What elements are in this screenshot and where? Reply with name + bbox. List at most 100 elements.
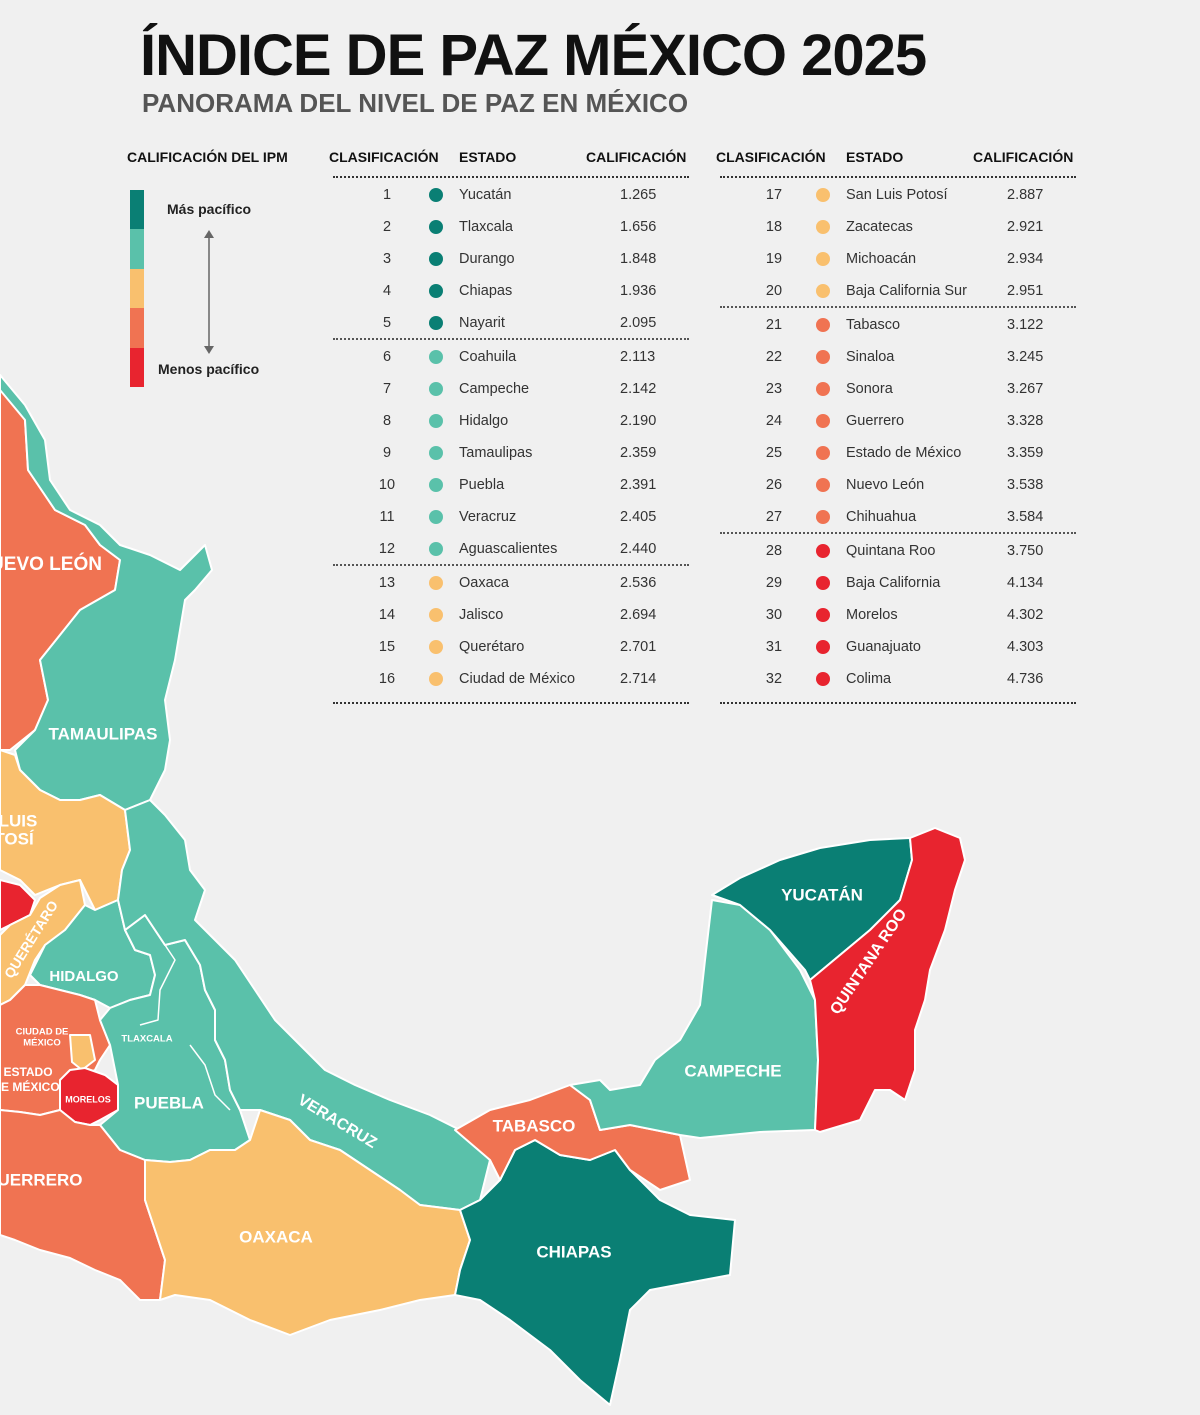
state-name: Yucatán (459, 187, 512, 203)
map-label-cdmx-2: MÉXICO (23, 1038, 60, 1049)
legend-color-scale (130, 190, 144, 387)
state-score: 2.536 (620, 575, 657, 591)
map-inner-boundary (139, 944, 176, 1026)
state-name: Sinaloa (846, 349, 895, 365)
tier-dot-icon (816, 220, 830, 234)
table-top-rule (333, 176, 689, 178)
state-score: 1.265 (620, 187, 657, 203)
tier-dot-icon (429, 220, 443, 234)
tier-dot-icon (816, 510, 830, 524)
ranking-row: 9 Tamaulipas 2.359 (333, 436, 689, 468)
rank-number: 23 (765, 381, 783, 397)
header-score: CALIFICACIÓN (973, 149, 1074, 165)
rank-number: 12 (378, 541, 396, 557)
state-score: 3.750 (1007, 543, 1044, 559)
ranking-row: 26 Nuevo León 3.538 (720, 468, 1076, 500)
tier-dot-icon (429, 478, 443, 492)
map-label-edomex-2: DE MÉXICO (0, 1079, 60, 1094)
tier-dot-icon (429, 640, 443, 654)
rank-number: 29 (765, 575, 783, 591)
rank-number: 15 (378, 639, 396, 655)
ranking-rows: 1 Yucatán 1.265 2 Tlaxcala 1.656 3 Durango 1.848… (333, 178, 689, 694)
rank-number: 27 (765, 509, 783, 525)
tier-dot-icon (429, 510, 443, 524)
rank-number: 28 (765, 543, 783, 559)
state-name: Baja California (846, 575, 941, 591)
rank-number: 32 (765, 671, 783, 687)
rank-number: 6 (382, 349, 392, 365)
state-score: 2.714 (620, 671, 657, 687)
state-score: 4.134 (1007, 575, 1044, 591)
state-score: 2.113 (620, 349, 656, 365)
map-label-san-luis-potosi-2: TOSÍ (0, 829, 35, 848)
ranking-table-header: CLASIFICACIÓN ESTADO CALIFICACIÓN (716, 148, 1076, 176)
header-state: ESTADO (459, 149, 517, 165)
tier-dot-icon (816, 252, 830, 266)
header-rank: CLASIFICACIÓN (716, 149, 826, 165)
map-label-guerrero: UERRERO (0, 1170, 83, 1189)
state-score: 3.122 (1007, 317, 1044, 333)
tier-dot-icon (816, 414, 830, 428)
state-score: 2.921 (1007, 219, 1044, 235)
state-score: 4.736 (1007, 671, 1044, 687)
ranking-row: 4 Chiapas 1.936 (333, 274, 689, 306)
map-label-san-luis-potosi-1: LUIS (0, 811, 37, 830)
tier-dot-icon (816, 608, 830, 622)
header-state: ESTADO (846, 149, 904, 165)
legend-swatch-2 (130, 229, 144, 269)
ranking-row: 27 Chihuahua 3.584 (720, 500, 1076, 532)
state-name: Guanajuato (846, 639, 921, 655)
state-name: Hidalgo (459, 413, 509, 429)
state-name: Zacatecas (846, 219, 913, 235)
legend-swatch-5 (130, 347, 144, 387)
tier-dot-icon (429, 284, 443, 298)
state-name: Nayarit (459, 315, 505, 331)
state-score: 2.391 (620, 477, 657, 493)
ranking-table-right: CLASIFICACIÓN ESTADO CALIFICACIÓN 17 San … (716, 148, 1076, 704)
state-name: Chiapas (459, 283, 513, 299)
table-bottom-rule (333, 702, 689, 704)
state-name: San Luis Potosí (846, 187, 948, 203)
tier-dot-icon (429, 608, 443, 622)
rank-number: 10 (378, 477, 396, 493)
state-score: 1.656 (620, 219, 657, 235)
rank-number: 19 (765, 251, 783, 267)
map-label-morelos: MORELOS (65, 1094, 111, 1104)
map-inner-boundary-2 (189, 1044, 231, 1111)
state-score: 2.440 (620, 541, 657, 557)
legend-swatch-1 (130, 190, 144, 230)
map-label-tamaulipas: TAMAULIPAS (49, 724, 158, 743)
ranking-row: 6 Coahuila 2.113 (333, 338, 689, 372)
tier-dot-icon (429, 672, 443, 686)
table-bottom-rule (720, 702, 1076, 704)
table-top-rule (720, 176, 1076, 178)
rank-number: 31 (765, 639, 783, 655)
state-name: Chihuahua (846, 509, 917, 525)
state-name: Michoacán (846, 251, 917, 267)
state-name: Colima (846, 671, 892, 687)
rank-number: 8 (382, 413, 392, 429)
tier-dot-icon (429, 382, 443, 396)
state-score: 3.245 (1007, 349, 1044, 365)
legend-swatch-4 (130, 308, 144, 348)
rank-number: 7 (382, 381, 392, 397)
ranking-row: 28 Quintana Roo 3.750 (720, 532, 1076, 566)
ranking-table-left: CLASIFICACIÓN ESTADO CALIFICACIÓN 1 Yucat… (329, 148, 689, 704)
ranking-row: 15 Querétaro 2.701 (333, 630, 689, 662)
tier-dot-icon (816, 544, 830, 558)
rank-number: 30 (765, 607, 783, 623)
state-name: Veracruz (459, 509, 517, 525)
tier-dot-icon (816, 446, 830, 460)
ranking-row: 23 Sonora 3.267 (720, 372, 1076, 404)
ranking-row: 3 Durango 1.848 (333, 242, 689, 274)
legend-most-peaceful: Más pacífico (167, 201, 252, 217)
rank-number: 14 (378, 607, 396, 623)
map-label-hidalgo: HIDALGO (49, 968, 118, 985)
tier-dot-icon (816, 640, 830, 654)
state-name: Nuevo León (846, 477, 925, 493)
state-name: Estado de México (846, 445, 962, 461)
state-score: 2.701 (620, 639, 657, 655)
ranking-row: 5 Nayarit 2.095 (333, 306, 689, 338)
ranking-table-header: CLASIFICACIÓN ESTADO CALIFICACIÓN (329, 148, 689, 176)
ranking-row: 17 San Luis Potosí 2.887 (720, 178, 1076, 210)
